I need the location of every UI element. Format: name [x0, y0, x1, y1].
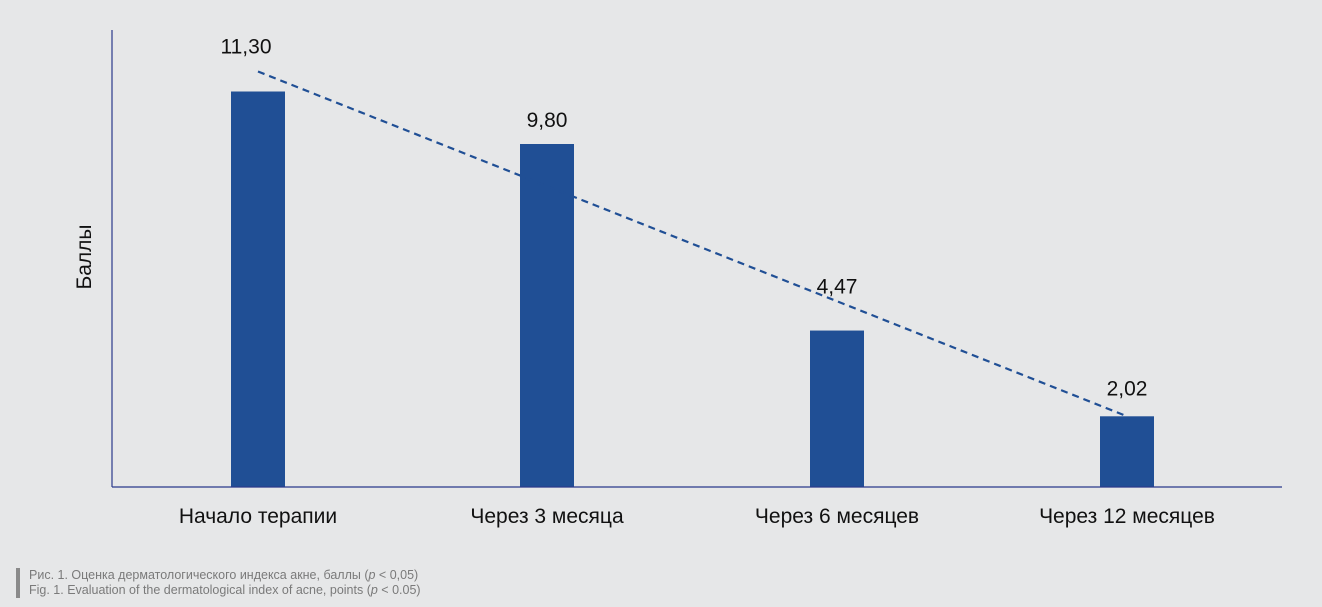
- x-tick-label-1: Начало терапии: [179, 505, 337, 528]
- bar-1: [231, 91, 285, 487]
- y-axis-label: Баллы: [73, 224, 96, 289]
- bar-chart: 11,30 9,80 4,47 2,02 Начало терапии Через 3 м…: [73, 30, 1282, 529]
- data-label-2: 9,80: [527, 109, 568, 132]
- figure-caption: Рис. 1. Оценка дерматологического индекс…: [16, 568, 421, 598]
- bar-3: [810, 330, 864, 487]
- bar-2: [520, 144, 574, 487]
- caption-ru: Рис. 1. Оценка дерматологического индекс…: [29, 568, 419, 582]
- x-tick-label-2: Через 3 месяца: [470, 505, 624, 528]
- data-label-3: 4,47: [817, 276, 858, 299]
- bar-4: [1100, 416, 1154, 487]
- caption-en: Fig. 1. Evaluation of the dermatological…: [29, 583, 421, 597]
- x-tick-label-3: Через 6 месяцев: [755, 505, 919, 528]
- plot-area: 11,30 9,80 4,47 2,02 Начало терапии Через 3 м…: [179, 36, 1215, 529]
- x-tick-label-4: Через 12 месяцев: [1039, 505, 1215, 528]
- data-label-1: 11,30: [221, 36, 272, 59]
- data-label-4: 2,02: [1107, 377, 1148, 400]
- trend-line: [257, 70, 1128, 418]
